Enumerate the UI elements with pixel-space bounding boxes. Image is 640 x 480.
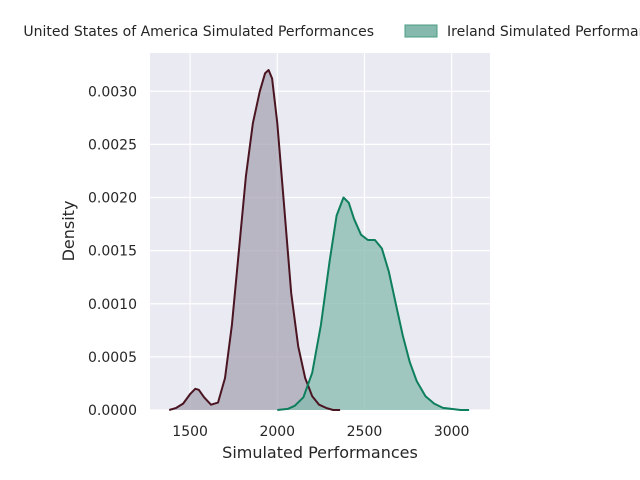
y-tick-label: 0.0010 xyxy=(88,297,137,313)
x-axis-ticks: 1500 2000 2500 3000 xyxy=(172,424,469,440)
x-tick-label: 2500 xyxy=(347,424,383,440)
density-fill-usa xyxy=(169,70,341,410)
y-tick-label: 0.0015 xyxy=(88,244,137,260)
y-tick-label: 0.0030 xyxy=(88,84,137,100)
y-tick-label: 0.0000 xyxy=(88,403,137,419)
x-tick-label: 3000 xyxy=(434,424,470,440)
legend: United States of America Simulated Perfo… xyxy=(23,24,640,40)
x-tick-label: 2000 xyxy=(259,424,295,440)
density-line-ireland xyxy=(277,196,470,411)
legend-swatch-ireland xyxy=(404,24,438,38)
density-line-usa xyxy=(168,69,341,411)
y-tick-label: 0.0025 xyxy=(88,137,137,153)
y-tick-label: 0.0020 xyxy=(88,191,137,207)
x-axis-label: Simulated Performances xyxy=(222,443,418,462)
legend-label-usa: United States of America Simulated Perfo… xyxy=(23,24,374,40)
density-fill-ireland xyxy=(277,197,470,410)
x-tick-label: 1500 xyxy=(172,424,208,440)
y-axis-label: Density xyxy=(59,201,78,262)
density-areas xyxy=(168,69,470,411)
y-tick-label: 0.0005 xyxy=(88,350,137,366)
legend-label-ireland: Ireland Simulated Performances xyxy=(447,24,640,40)
y-axis-ticks: 0.0000 0.0005 0.0010 0.0015 0.0020 0.0025 0.00… xyxy=(88,84,137,419)
